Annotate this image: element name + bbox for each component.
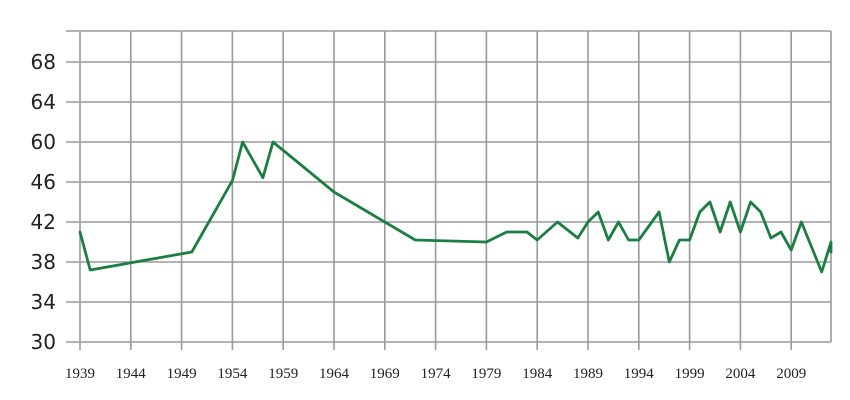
x-tick-label: 1984: [522, 366, 553, 382]
y-tick-label: 60: [31, 130, 56, 154]
x-tick-label: 2004: [725, 366, 756, 382]
x-tick-label: 1944: [116, 366, 147, 382]
y-tick-label: 68: [31, 50, 56, 74]
series-group: [78, 140, 833, 274]
x-tick-label: 2009: [776, 366, 806, 382]
x-tick-label: 1969: [370, 366, 400, 382]
y-tick-label: 46: [31, 170, 56, 194]
y-tick-label: 34: [31, 290, 56, 314]
y-tick-label: 38: [31, 250, 56, 274]
x-tick-label: 1954: [217, 366, 248, 382]
x-tick-label: 1974: [421, 366, 452, 382]
x-tick-label: 1939: [65, 366, 95, 382]
x-axis: 1939 1944 1949 1954 1959 1964 1969 1974 1979 1984…: [65, 366, 806, 382]
series-line: [78, 140, 833, 274]
y-axis: 30 34 38 42 46 60 64 68: [31, 50, 56, 354]
x-tick-label: 1964: [319, 366, 350, 382]
x-tick-label: 1999: [675, 366, 705, 382]
x-tick-label: 1959: [268, 366, 298, 382]
x-tick-label: 1989: [573, 366, 603, 382]
y-tick-label: 42: [31, 210, 56, 234]
y-tick-label: 30: [31, 330, 56, 354]
y-tick-label: 64: [31, 90, 56, 114]
x-tick-label: 1949: [167, 366, 197, 382]
x-tick-label: 1979: [471, 366, 501, 382]
x-tick-label: 1994: [624, 366, 655, 382]
grid: [66, 30, 832, 350]
